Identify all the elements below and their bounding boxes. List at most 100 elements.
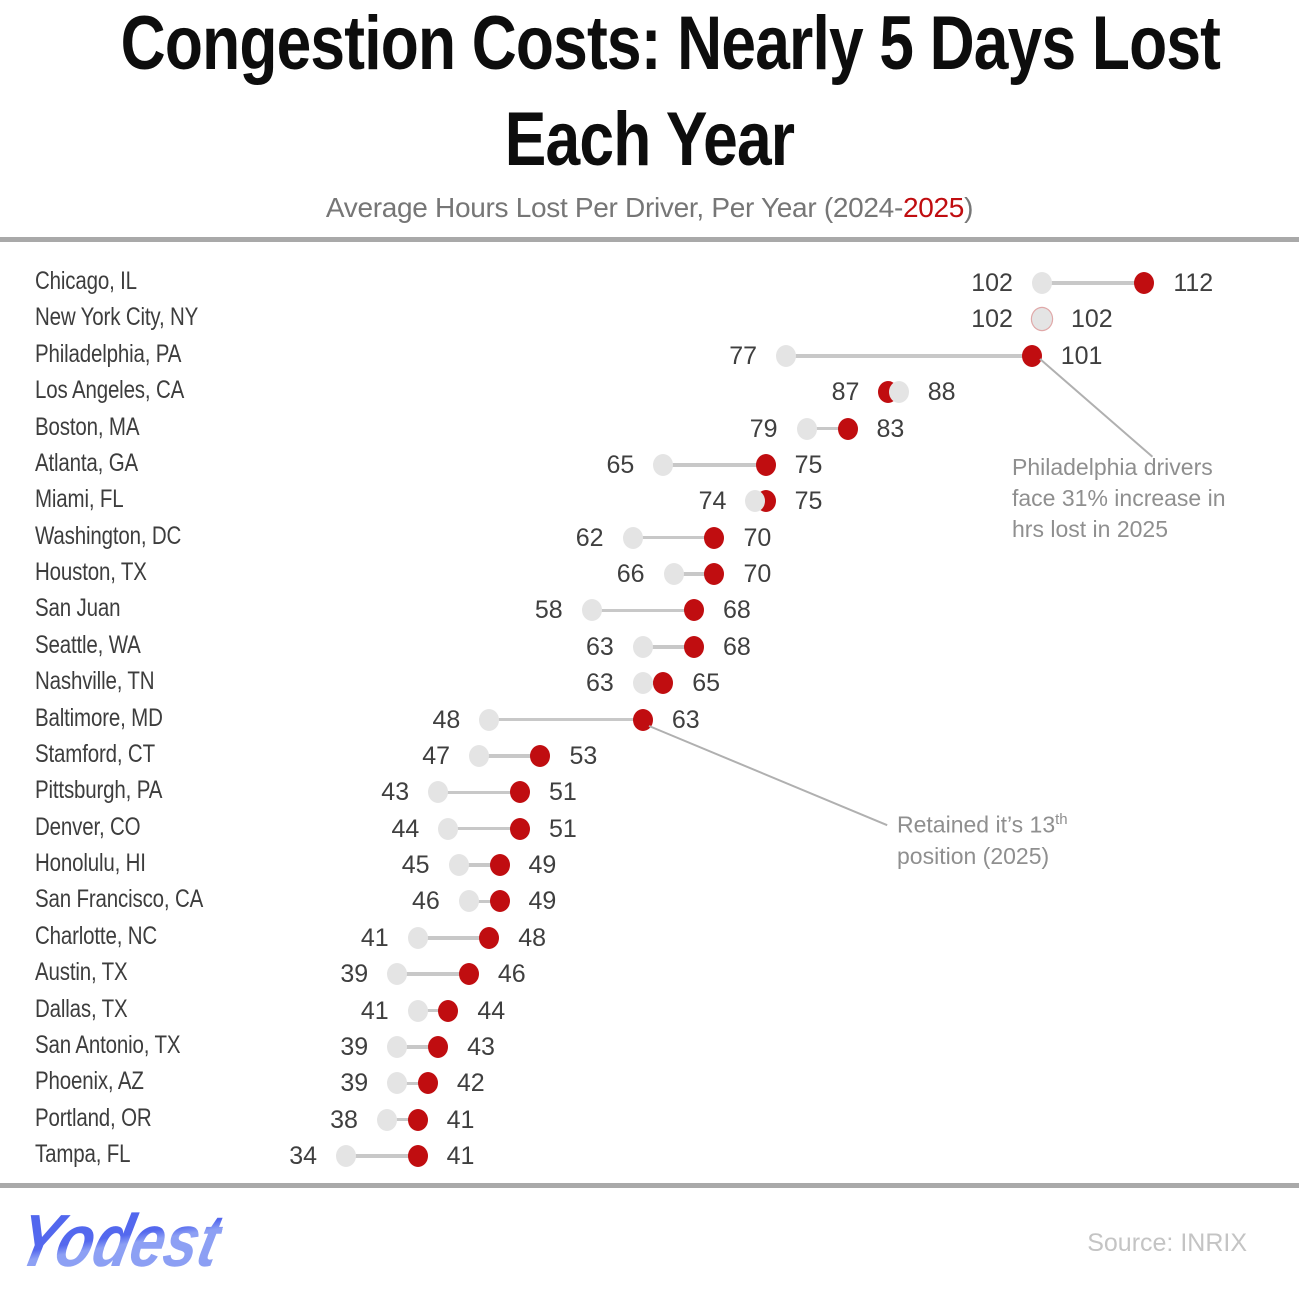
connector-line: [417, 936, 490, 940]
city-label-text: Portland, OR: [35, 1103, 152, 1132]
value-label-right: 41: [446, 1105, 475, 1134]
city-label: Denver, CO: [35, 813, 164, 842]
city-label: Los Angeles, CA: [35, 376, 217, 405]
annotation-philadelphia-line-2: face 31% increase in: [1012, 485, 1226, 511]
dot-2024: [632, 672, 653, 695]
city-label: Stamford, CT: [35, 740, 181, 769]
city-label-text: San Antonio, TX: [35, 1030, 181, 1059]
dot-2024: [438, 817, 459, 840]
city-label: Boston, MA: [35, 413, 162, 442]
dot-2024: [622, 526, 643, 549]
dot-2024: [1031, 272, 1052, 294]
city-label: Chicago, IL: [35, 267, 159, 296]
connector-line: [397, 1081, 428, 1086]
value-label-left: 45: [401, 851, 430, 880]
dot-2025: [1134, 272, 1155, 294]
dot-2024: [581, 599, 602, 622]
value-label-left: 41: [360, 923, 389, 952]
value-label-right: 70: [743, 523, 772, 552]
city-label: Philadelphia, PA: [35, 340, 213, 369]
connector-line: [642, 681, 664, 685]
city-label-text: Pittsburgh, PA: [35, 776, 163, 805]
city-label-text: Boston, MA: [35, 412, 140, 441]
city-label: San Francisco, CA: [35, 885, 240, 914]
city-label-text: Los Angeles, CA: [35, 376, 185, 405]
value-label-left: 87: [831, 378, 860, 407]
city-label: Tampa, FL: [35, 1140, 151, 1169]
connector-line: [632, 535, 715, 540]
dot-2025: [1021, 344, 1042, 367]
value-label-right: 49: [528, 851, 557, 880]
dot-2025: [407, 1145, 428, 1168]
subtitle-suffix: ): [964, 192, 974, 223]
connector-line: [448, 826, 520, 831]
dot-2024: [448, 854, 469, 877]
value-label-left: 62: [575, 523, 604, 552]
dot-2025: [417, 1072, 438, 1095]
value-label-right: 43: [467, 1032, 495, 1061]
connector-line: [591, 608, 694, 613]
city-label-text: Austin, TX: [35, 958, 128, 987]
annotation-baltimore: Retained it’s 13th position (2025): [897, 804, 1068, 872]
source-credit: Source: INRIX: [1087, 1229, 1247, 1257]
chart-title-text-2: Each Year: [504, 97, 795, 182]
chart-subtitle: Average Hours Lost Per Driver, Per Year …: [0, 192, 1299, 224]
value-label-right: 49: [528, 887, 557, 916]
city-label: Honolulu, HI: [35, 849, 170, 878]
value-label-left: 41: [360, 996, 389, 1025]
chart-title-line-2: Each Year: [0, 96, 1299, 183]
connector-line: [468, 899, 500, 904]
value-label-right: 83: [876, 414, 905, 443]
dot-2025: [438, 999, 459, 1022]
city-label-text: Philadelphia, PA: [35, 339, 182, 368]
value-label-left: 65: [606, 450, 635, 479]
value-label-left: 47: [422, 741, 451, 770]
dot-2025: [428, 1035, 449, 1058]
dot-2024: [387, 1072, 408, 1095]
value-label-right: 102: [1070, 305, 1113, 334]
top-divider: [0, 237, 1299, 242]
value-label-right: 41: [446, 1142, 475, 1171]
value-label-left: 58: [534, 596, 563, 625]
dot-2025: [653, 672, 674, 695]
city-label-text: Tampa, FL: [35, 1140, 131, 1169]
value-label-right: 48: [518, 923, 547, 952]
dot-2025: [704, 526, 725, 549]
dot-2025: [632, 708, 653, 731]
value-label-left: 39: [340, 1069, 369, 1098]
city-label: Austin, TX: [35, 958, 148, 987]
city-label: Washington, DC: [35, 522, 213, 551]
dot-2024: [387, 963, 408, 986]
value-label-left: 102: [971, 269, 1013, 297]
connector-line: [346, 1154, 418, 1158]
value-label-right: 51: [548, 814, 577, 843]
connector-line: [397, 1045, 439, 1049]
value-label-right: 112: [1173, 269, 1214, 297]
dot-2024: [776, 344, 797, 367]
city-label-text: Washington, DC: [35, 521, 182, 550]
dot-2025: [683, 635, 704, 658]
annotation-baltimore-superscript: th: [1055, 811, 1068, 828]
annotation-philadelphia-line-1: Philadelphia drivers: [1012, 454, 1213, 480]
connector-line: [673, 572, 715, 576]
connector-line: [806, 426, 848, 431]
dot-2025: [837, 417, 858, 440]
value-label-right: 88: [927, 378, 956, 407]
city-label: New York City, NY: [35, 303, 234, 332]
dot-2024: [458, 890, 479, 913]
city-label: Dallas, TX: [35, 995, 148, 1024]
value-label-left: 66: [616, 560, 645, 589]
value-label-left: 63: [586, 669, 614, 698]
bottom-divider: [0, 1183, 1299, 1188]
dot-2024: [376, 1108, 397, 1131]
annotation-philadelphia: Philadelphia drivers face 31% increase i…: [1012, 452, 1226, 545]
city-label-text: Phoenix, AZ: [35, 1067, 144, 1096]
value-label-right: 68: [722, 632, 751, 661]
connector-line: [458, 863, 500, 867]
connector-line: [397, 972, 469, 976]
city-label: Charlotte, NC: [35, 922, 184, 951]
value-label-right: 65: [692, 669, 721, 698]
dot-2024: [888, 381, 909, 404]
connector-line: [438, 790, 520, 795]
city-label-text: Baltimore, MD: [35, 703, 163, 732]
